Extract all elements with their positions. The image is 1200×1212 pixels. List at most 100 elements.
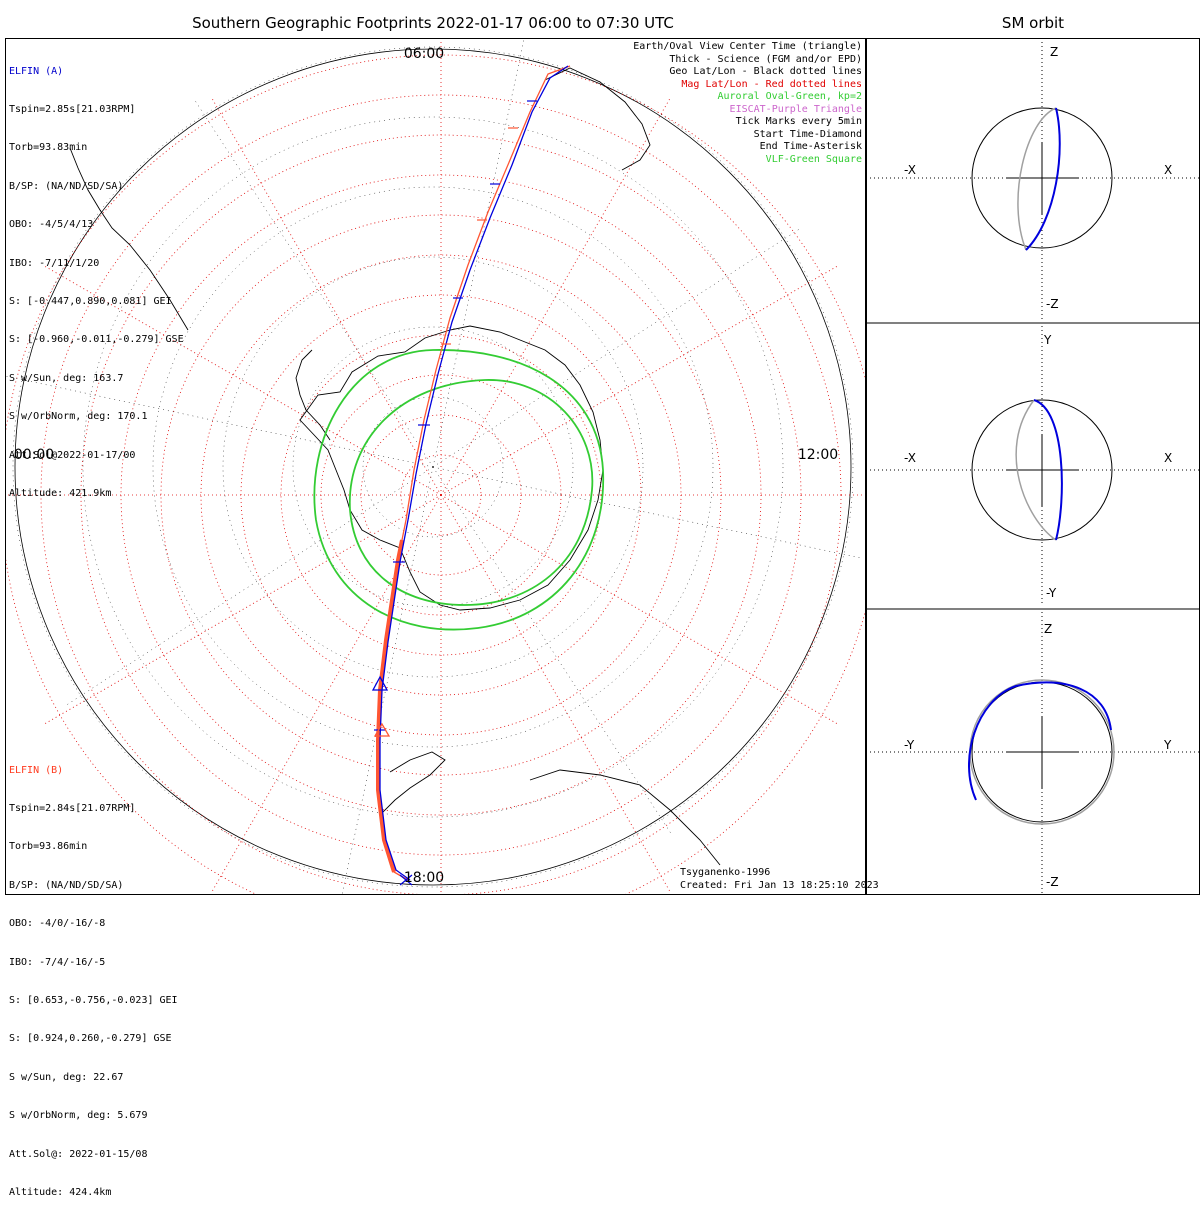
legend-item: Geo Lat/Lon - Black dotted lines [669,66,862,77]
legend-item: Auroral Oval-Green, kp=2 [717,91,863,102]
mag-lon-line [440,96,672,496]
sm-panel-xy: Y -Y -X X [866,326,1200,606]
elfin-b-line: S w/OrbNorm, deg: 5.679 [9,1110,148,1122]
polar-map: 06:00 00:00 12:00 18:00 [6,39,865,894]
axis-label-left: -X [904,451,916,465]
mag-lon-line [42,264,442,496]
earth-disk-outline [14,48,852,886]
elfin-a-info: ELFIN (A) Tspin=2.85s[21.03RPM] Torb=93.… [9,40,184,513]
sm-orbit-panels: Z -Z -X X Y -Y -X X Z -Z -Y Y [866,42,1200,894]
geo-lon-line [432,227,803,468]
mag-lon-line [440,494,672,894]
axis-label-left: -Y [904,738,915,752]
axis-label-left: -X [904,163,916,177]
elfin-a-line: S: [-0.960,-0.011,-0.279] GSE [9,334,184,346]
legend-item: Earth/Oval View Center Time (triangle) [633,41,862,52]
legend-item: End Time-Asterisk [759,141,862,152]
footer: Tsyganenko-1996 Created: Fri Jan 13 18:2… [680,866,879,892]
model-label: Tsyganenko-1996 [680,867,771,878]
elfin-b-line: S w/Sun, deg: 22.67 [9,1071,124,1083]
created-label: Created: Fri Jan 13 18:25:10 2023 [680,880,879,891]
end-time-asterisk [399,874,413,886]
elfin-a-line: S w/Sun, deg: 163.7 [9,372,124,384]
footprint-map-frame [5,38,866,895]
axis-label-top: Z [1050,45,1058,59]
axis-label-bottom: -Y [1046,586,1057,600]
view-center-triangle-a [371,675,389,691]
elfin-b-info: ELFIN (B) Tspin=2.84s[21.07RPM] Torb=93.… [9,739,178,1212]
elfin-a-line: IBO: -7/11/1/20 [9,257,100,269]
time-label-bottom: 18:00 [404,870,444,886]
geo-lon-line [63,466,434,707]
legend-item: Tick Marks every 5min [735,116,862,127]
geo-lat-circle [152,186,714,748]
mag-lon-line [210,494,442,894]
elfin-b-line: B/SP: (NA/ND/SD/SA) [9,879,124,891]
earth-circle [971,399,1113,541]
geo-lat-circle [12,46,854,888]
elfin-b-line: S: [0.924,0.260,-0.279] GSE [9,1033,172,1045]
axis-label-bottom: -Z [1046,297,1059,311]
sm-panel-yz: Z -Z -Y Y [866,612,1200,894]
tick-marks [374,100,537,731]
auroral-oval-inner [349,379,594,606]
legend-item: EISCAT-Purple Triangle [729,103,862,115]
earth-circle [971,107,1113,249]
axis-label-right: X [1164,451,1172,465]
elfin-b-line: OBO: -4/0/-16/-8 [9,918,106,930]
geo-grid [6,39,864,894]
elfin-a-header: ELFIN (A) [9,65,64,77]
geo-lat-circle [222,256,644,678]
mag-grid [6,39,865,894]
geo-lon-line [193,97,434,468]
elfin-a-line: OBO: -4/5/4/13 [9,219,94,231]
mag-lon-line [210,96,442,496]
time-label-top: 06:00 [404,46,444,62]
plot-title: Southern Geographic Footprints 2022-01-1… [192,14,674,32]
elfin-a-line: S: [-0.447,0.890,0.081] GEI [9,295,172,307]
elfin-a-line: Att.Sol@2022-01-17/00 [9,449,136,461]
elfin-b-line: Altitude: 424.4km [9,1186,112,1198]
legend-item: VLF-Green Square [765,153,862,165]
mag-lon-line [42,494,442,726]
axis-label-top: Z [1044,622,1052,636]
auroral-oval-outer [313,349,605,631]
legend-item: Start Time-Diamond [753,128,862,140]
orbit-gray [1017,107,1057,251]
elfin-a-line: S w/OrbNorm, deg: 170.1 [9,411,148,423]
elfin-a-line: Altitude: 421.9km [9,487,112,499]
legend: Earth/Oval View Center Time (triangle) Th… [633,41,862,166]
elfin-a-line: Tspin=2.85s[21.03RPM] [9,103,136,115]
elfin-b-line: Tspin=2.84s[21.07RPM] [9,802,136,814]
elfin-b-line: Torb=93.86min [9,841,88,853]
time-label-right: 12:00 [798,447,838,463]
south-america-coast [69,147,189,331]
axis-label-right: X [1164,163,1172,177]
legend-item: Mag Lat/Lon - Red dotted lines [681,78,862,90]
mag-lon-line [440,494,840,726]
geo-lat-circle [82,116,784,818]
sm-orbit-title: SM orbit [1001,14,1065,32]
australia-coast [529,769,721,866]
elfin-a-line: B/SP: (NA/ND/SD/SA) [9,180,124,192]
geo-lat-circle [292,326,574,608]
geo-lon-line [432,466,864,559]
orbit-a [968,681,1112,801]
geo-lon-line [6,375,434,468]
elfin-b-line: Att.Sol@: 2022-01-15/08 [9,1148,148,1160]
orbit-gray [1015,399,1057,541]
geo-lon-line [432,466,673,837]
auroral-oval [313,349,605,631]
elfin-b-header: ELFIN (B) [9,764,64,776]
elfin-b-line: S: [0.653,-0.756,-0.023] GEI [9,994,178,1006]
geo-lat-circle [362,396,504,538]
view-center-triangle-b [373,722,391,737]
elfin-a-track [379,65,569,881]
axis-label-right: Y [1163,738,1172,752]
elfin-a-line: Torb=93.83min [9,142,88,154]
axis-label-bottom: -Z [1046,875,1059,889]
coastlines [69,67,721,866]
antarctic-peninsula [295,349,331,441]
orbit-a [1033,399,1063,541]
time-label-left: 00:00 [14,447,54,463]
